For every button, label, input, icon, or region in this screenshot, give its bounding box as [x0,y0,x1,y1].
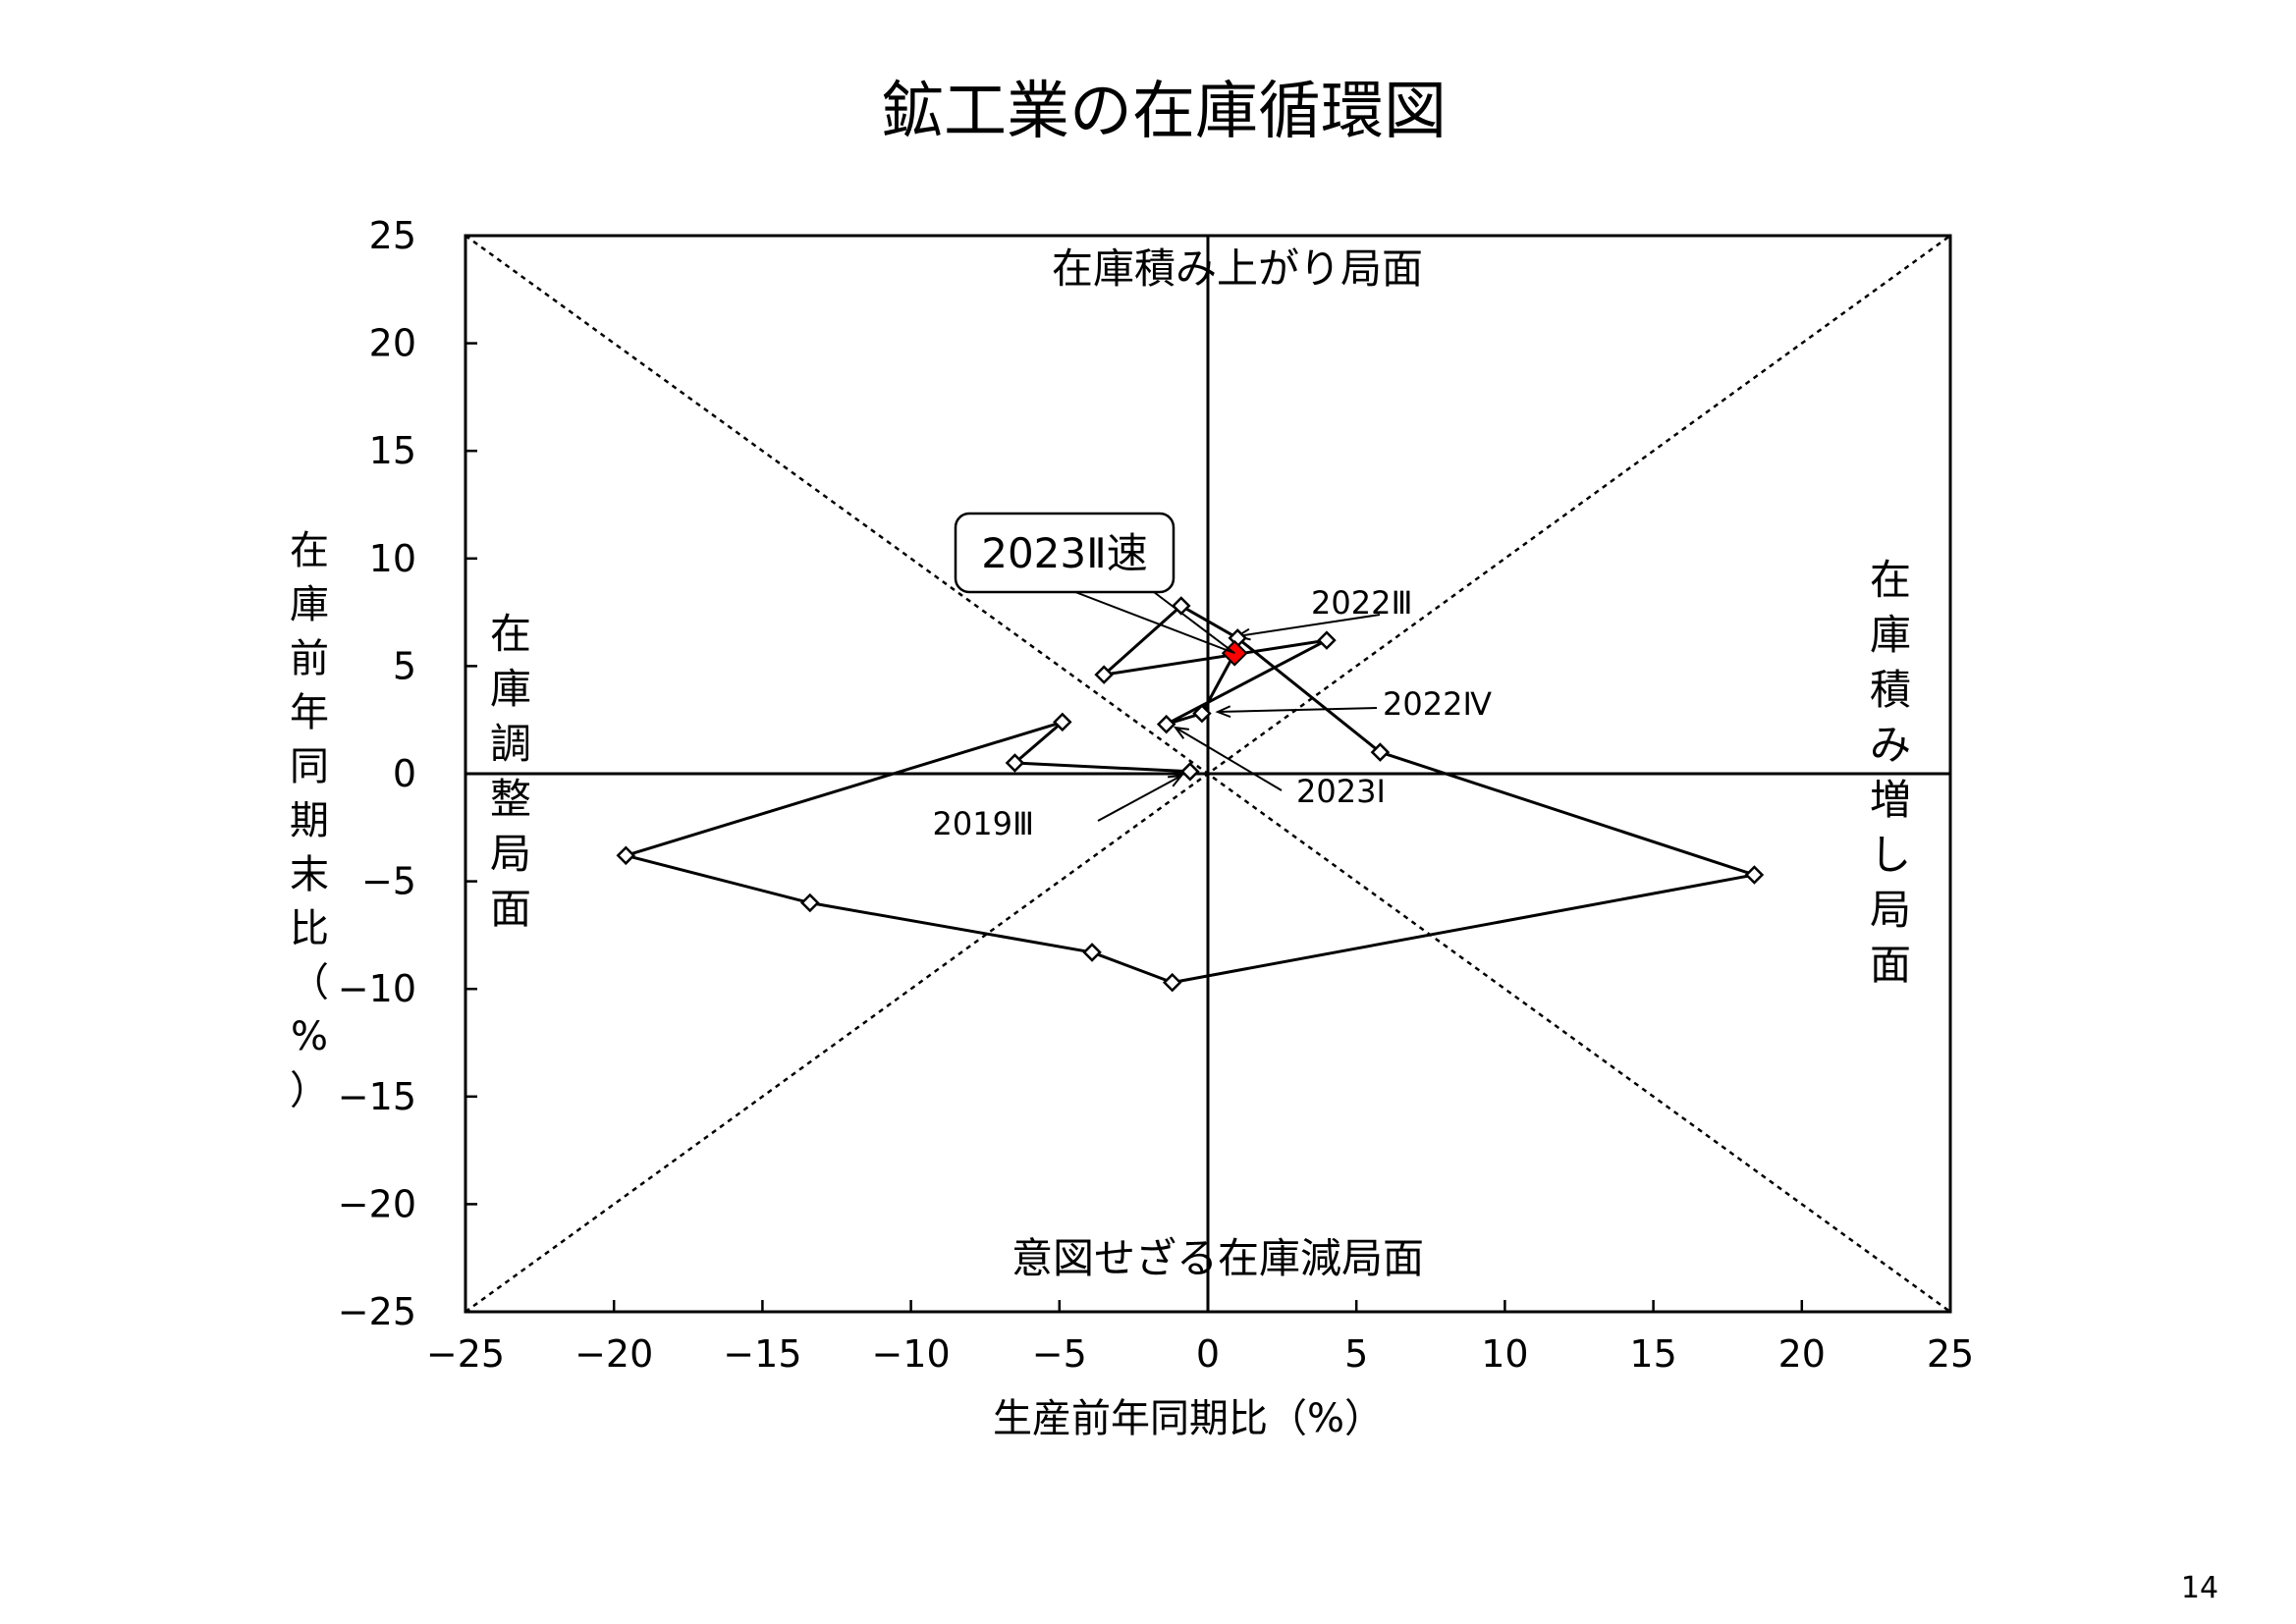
quadrant-left-char: 面 [490,885,531,933]
annotation-leader [1097,775,1182,822]
annotation-label: 2022Ⅲ [1311,584,1413,622]
data-point [1082,943,1102,962]
x-tick-label: 0 [1196,1332,1220,1376]
annotation-label: 2019Ⅲ [933,805,1035,842]
x-tick-label: 5 [1344,1332,1368,1376]
callout-leader [1153,591,1235,655]
y-axis-label-char: 前 [290,636,329,681]
quadrant-left-char: 調 [490,720,531,768]
y-tick-label: 0 [393,752,416,795]
x-tick-label: −15 [723,1332,801,1376]
quadrant-right-char: 局 [1870,886,1911,934]
data-point [1005,753,1025,773]
x-tick-label: 20 [1778,1332,1826,1376]
y-tick-label: −25 [338,1290,416,1333]
data-point [1156,714,1176,734]
series-path [624,604,1756,985]
quadrant-label-top: 在庫積み上がり局面 [1052,244,1423,293]
quadrant-right-char: 増 [1870,776,1911,824]
quadrant-left-char: 整 [490,775,531,823]
x-tick-label: 10 [1481,1332,1528,1376]
annotation-leader [1236,614,1381,637]
data-point [1370,742,1391,762]
x-tick-label: −20 [574,1332,653,1376]
data-point [1162,972,1182,993]
data-point [1053,712,1072,732]
annotation-labels: 2019Ⅲ 2022Ⅲ 2022Ⅳ 2023Ⅰ [933,584,1493,842]
data-point [1192,703,1212,724]
quadrant-right-char: し [1870,831,1911,879]
quadrant-left-char: 在 [490,610,531,658]
x-tick-label: −5 [1032,1332,1087,1376]
quadrant-label-bottom: 意図せざる在庫減局面 [1011,1234,1424,1282]
y-tick-label: −10 [338,967,416,1010]
y-axis-ticks: −25 −20 −15 −10 −5 0 5 10 15 20 25 [338,214,477,1333]
annotation-leader [1175,727,1283,791]
x-axis-label: 生産前年同期比（%） [993,1396,1384,1441]
y-tick-label: 15 [369,429,416,472]
y-axis-label-char: ） [290,1068,329,1113]
quadrant-left-char: 庫 [490,665,531,713]
x-tick-label: −25 [426,1332,505,1376]
y-axis-label-char: 年 [290,690,329,735]
data-point [1094,665,1114,684]
y-axis-label-char: （ [290,960,329,1005]
y-tick-label: −5 [361,860,416,903]
quadrant-right-char: 在 [1870,556,1911,604]
series-layer [616,596,1765,993]
quadrant-right-char: み [1870,721,1911,769]
quadrant-left-char: 局 [490,830,531,878]
data-point [1180,762,1200,782]
quadrant-right-char: 面 [1870,941,1911,989]
y-tick-label: 20 [369,322,416,365]
x-tick-label: 25 [1927,1332,1974,1376]
y-tick-label: 25 [369,214,416,257]
page-number: 14 [2181,1571,2218,1605]
y-axis-label-char: 比 [290,906,329,951]
annotation-arrowhead [1215,705,1231,719]
chart-title: 鉱工業の在庫循環図 [881,76,1447,148]
x-tick-label: −10 [871,1332,950,1376]
y-axis-label-char: 期 [290,798,329,843]
quadrant-right-char: 積 [1870,666,1911,714]
y-tick-label: 10 [369,537,416,580]
annotation-arrowhead [1173,726,1190,739]
y-axis-label-char: 在 [290,528,329,573]
callout-box [954,512,1175,594]
data-point [616,845,636,866]
quadrant-right-char: 庫 [1870,611,1911,659]
y-axis-label-char: 庫 [290,582,329,627]
callout-label: 2023Ⅱ速 [981,529,1148,577]
y-axis-label-char: % [291,1014,328,1059]
data-point [1317,630,1337,650]
data-point [800,893,820,913]
y-tick-label: 5 [393,644,416,687]
y-tick-label: −20 [338,1182,416,1225]
annotation-label: 2023Ⅰ [1296,773,1386,810]
highlight-callout: 2023Ⅱ速 [954,512,1235,655]
x-axis-ticks: −25 −20 −15 −10 −5 0 5 10 15 20 25 [426,1300,1974,1376]
y-axis-label-char: 末 [290,852,329,897]
callout-leader [1074,591,1235,655]
y-axis-label-char: 同 [290,744,329,789]
y-tick-label: −15 [338,1075,416,1118]
data-point [1744,865,1765,885]
annotation-label: 2022Ⅳ [1383,685,1492,723]
x-tick-label: 15 [1629,1332,1676,1376]
annotation-arrowhead [1167,774,1184,787]
annotation-leader [1217,707,1378,713]
